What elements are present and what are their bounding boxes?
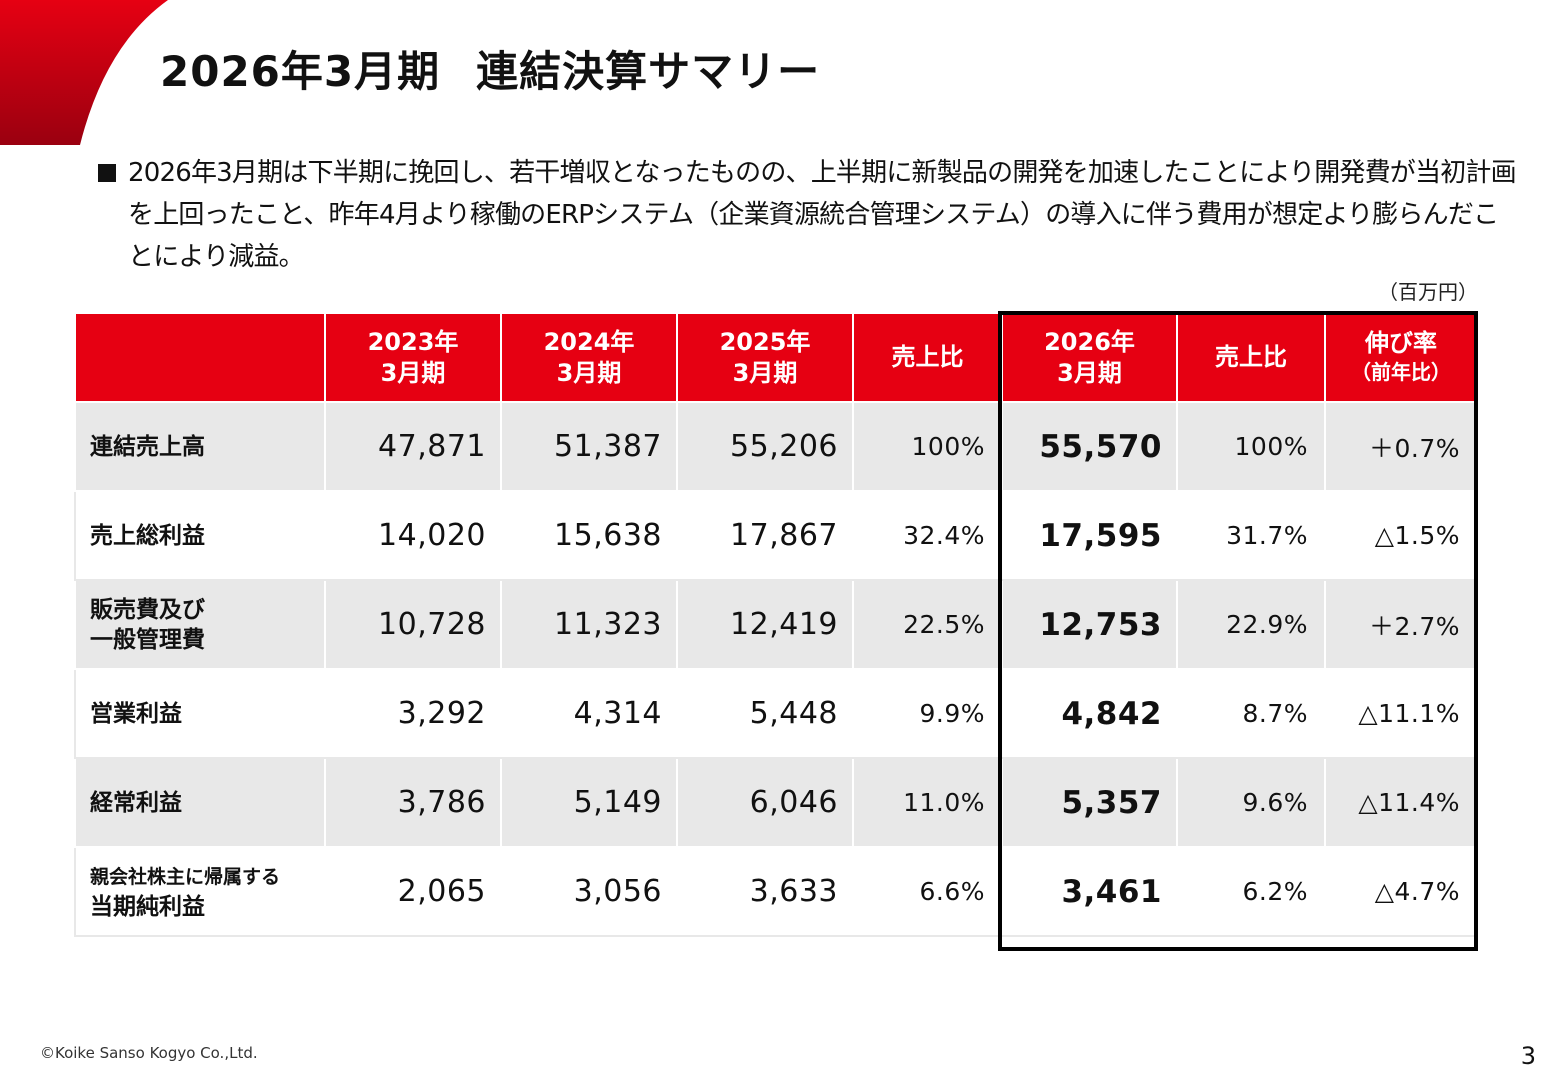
corner-accent-shape bbox=[0, 0, 168, 145]
cell-fy2023: 3,292 bbox=[324, 668, 502, 759]
cell-fy2024: 15,638 bbox=[500, 490, 678, 581]
table-row-net-sales: 連結売上高 47,871 51,387 55,206 100% 55,570 1… bbox=[74, 401, 1478, 492]
cell-fy2026: 4,842 bbox=[1001, 668, 1178, 759]
cell-ratio-2026: 6.2% bbox=[1176, 846, 1326, 937]
cell-fy2025: 5,448 bbox=[676, 668, 854, 759]
cell-ratio-2026: 8.7% bbox=[1176, 668, 1326, 759]
table-row-ordinary-income: 経常利益 3,786 5,149 6,046 11.0% 5,357 9.6% … bbox=[74, 757, 1478, 848]
header-fy2024: 2024年 3月期 bbox=[500, 312, 678, 403]
table-header-row: 2023年 3月期 2024年 3月期 2025年 3月期 売上比 2026年 3月期 … bbox=[74, 312, 1478, 403]
cell-ratio-2025: 11.0% bbox=[852, 757, 1003, 848]
row-label: 売上総利益 bbox=[74, 490, 326, 581]
financial-summary-table: 2023年 3月期 2024年 3月期 2025年 3月期 売上比 2026年 3月期 … bbox=[74, 312, 1478, 937]
table-row-gross-profit: 売上総利益 14,020 15,638 17,867 32.4% 17,595 … bbox=[74, 490, 1478, 581]
title-period: 2026年3月期 bbox=[160, 47, 441, 96]
copyright-text: ©Koike Sanso Kogyo Co.,Ltd. bbox=[40, 1044, 258, 1062]
cell-ratio-2025: 6.6% bbox=[852, 846, 1003, 937]
cell-ratio-2025: 22.5% bbox=[852, 579, 1003, 670]
header-fy2026: 2026年 3月期 bbox=[1001, 312, 1178, 403]
cell-fy2023: 2,065 bbox=[324, 846, 502, 937]
header-fy2023: 2023年 3月期 bbox=[324, 312, 502, 403]
header-fy2025: 2025年 3月期 bbox=[676, 312, 854, 403]
cell-ratio-2026: 31.7% bbox=[1176, 490, 1326, 581]
page-title: 2026年3月期 連結決算サマリー bbox=[160, 38, 820, 99]
cell-fy2024: 11,323 bbox=[500, 579, 678, 670]
cell-ratio-2026: 9.6% bbox=[1176, 757, 1326, 848]
row-label: 経常利益 bbox=[74, 757, 326, 848]
square-bullet-icon bbox=[98, 164, 116, 182]
cell-fy2024: 51,387 bbox=[500, 401, 678, 492]
page-number: 3 bbox=[1520, 1042, 1536, 1070]
summary-bullet: 2026年3月期は下半期に挽回し、若干増収となったものの、上半期に新製品の開発を… bbox=[98, 152, 1518, 278]
cell-fy2025: 12,419 bbox=[676, 579, 854, 670]
cell-fy2025: 6,046 bbox=[676, 757, 854, 848]
cell-growth: ＋2.7% bbox=[1324, 579, 1478, 670]
cell-growth: △11.4% bbox=[1324, 757, 1478, 848]
cell-fy2023: 3,786 bbox=[324, 757, 502, 848]
cell-fy2023: 10,728 bbox=[324, 579, 502, 670]
cell-fy2024: 4,314 bbox=[500, 668, 678, 759]
cell-ratio-2025: 32.4% bbox=[852, 490, 1003, 581]
table-row-sga: 販売費及び 一般管理費 10,728 11,323 12,419 22.5% 12… bbox=[74, 579, 1478, 670]
cell-fy2026: 55,570 bbox=[1001, 401, 1178, 492]
cell-fy2026: 5,357 bbox=[1001, 757, 1178, 848]
header-growth: 伸び率 （前年比） bbox=[1324, 312, 1478, 403]
table-row-net-income: 親会社株主に帰属する 当期純利益 2,065 3,056 3,633 6.6% 3… bbox=[74, 846, 1478, 937]
cell-growth: △11.1% bbox=[1324, 668, 1478, 759]
header-ratio-2025: 売上比 bbox=[852, 312, 1003, 403]
table-row-operating-income: 営業利益 3,292 4,314 5,448 9.9% 4,842 8.7% △… bbox=[74, 668, 1478, 759]
cell-fy2026: 12,753 bbox=[1001, 579, 1178, 670]
cell-ratio-2025: 100% bbox=[852, 401, 1003, 492]
cell-fy2024: 5,149 bbox=[500, 757, 678, 848]
cell-ratio-2026: 22.9% bbox=[1176, 579, 1326, 670]
row-label: 連結売上高 bbox=[74, 401, 326, 492]
row-label: 販売費及び 一般管理費 bbox=[74, 579, 326, 670]
cell-fy2023: 14,020 bbox=[324, 490, 502, 581]
header-ratio-2026: 売上比 bbox=[1176, 312, 1326, 403]
cell-fy2024: 3,056 bbox=[500, 846, 678, 937]
cell-growth: △1.5% bbox=[1324, 490, 1478, 581]
cell-fy2025: 55,206 bbox=[676, 401, 854, 492]
unit-label: （百万円） bbox=[1378, 280, 1478, 304]
row-label: 営業利益 bbox=[74, 668, 326, 759]
row-label: 親会社株主に帰属する 当期純利益 bbox=[74, 846, 326, 937]
cell-growth: ＋0.7% bbox=[1324, 401, 1478, 492]
cell-growth: △4.7% bbox=[1324, 846, 1478, 937]
cell-fy2026: 3,461 bbox=[1001, 846, 1178, 937]
cell-fy2023: 47,871 bbox=[324, 401, 502, 492]
title-main: 連結決算サマリー bbox=[476, 47, 821, 96]
cell-fy2025: 17,867 bbox=[676, 490, 854, 581]
cell-ratio-2025: 9.9% bbox=[852, 668, 1003, 759]
summary-text: 2026年3月期は下半期に挽回し、若干増収となったものの、上半期に新製品の開発を… bbox=[128, 158, 1517, 272]
cell-fy2025: 3,633 bbox=[676, 846, 854, 937]
cell-fy2026: 17,595 bbox=[1001, 490, 1178, 581]
cell-ratio-2026: 100% bbox=[1176, 401, 1326, 492]
header-blank bbox=[74, 312, 326, 403]
